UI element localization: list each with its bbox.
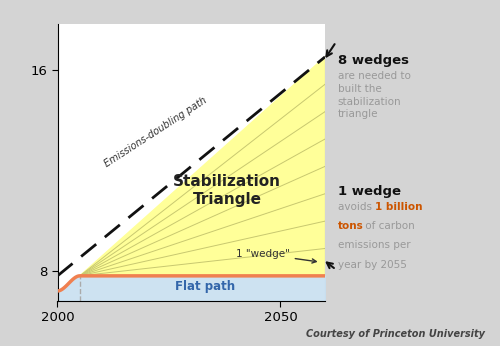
Text: tons: tons	[338, 221, 363, 231]
Text: are needed to
built the
stabilization
triangle: are needed to built the stabilization tr…	[338, 71, 410, 119]
Text: of carbon: of carbon	[362, 221, 414, 231]
Text: 1 billion: 1 billion	[375, 202, 422, 212]
Text: avoids: avoids	[338, 202, 375, 212]
Text: Courtesy of Princeton University: Courtesy of Princeton University	[306, 329, 485, 339]
Text: Emissions-doubling path: Emissions-doubling path	[102, 95, 208, 169]
Polygon shape	[80, 57, 325, 276]
Text: 1 wedge: 1 wedge	[338, 185, 400, 198]
Text: emissions per: emissions per	[338, 240, 410, 251]
Text: Stabilization
Triangle: Stabilization Triangle	[173, 173, 281, 207]
Text: 1 "wedge": 1 "wedge"	[236, 249, 316, 263]
Text: year by 2055: year by 2055	[338, 260, 406, 270]
Text: Flat path: Flat path	[174, 280, 234, 293]
Text: 8 wedges: 8 wedges	[338, 54, 408, 67]
